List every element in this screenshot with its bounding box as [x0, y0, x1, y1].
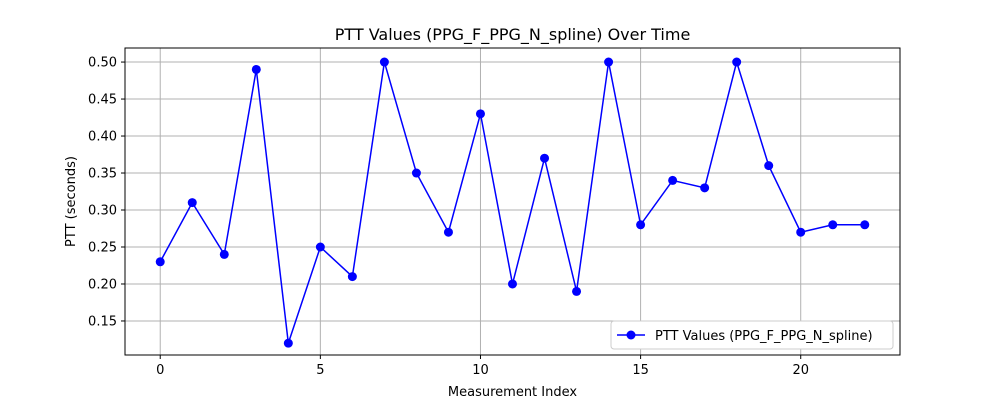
y-tick-label: 0.35 [88, 167, 117, 182]
y-tick-label: 0.45 [88, 93, 117, 108]
x-tick-label: 10 [472, 363, 489, 378]
legend-box [610, 320, 894, 350]
data-point [636, 220, 646, 230]
chart-title: PTT Values (PPG_F_PPG_N_spline) Over Tim… [335, 25, 691, 45]
x-axis-label: Measurement Index [448, 385, 577, 400]
grid-lines [125, 48, 900, 355]
legend: PTT Values (PPG_F_PPG_N_spline) [610, 320, 894, 350]
data-point [604, 57, 614, 67]
legend-label: PTT Values (PPG_F_PPG_N_spline) [655, 329, 873, 344]
y-tick-label: 0.20 [88, 277, 117, 292]
plot-area-frame [124, 47, 901, 356]
data-points [155, 57, 870, 348]
data-point [347, 272, 357, 282]
x-tick-label: 0 [156, 363, 164, 378]
x-axis-ticks: 0 5 10 15 20 [156, 355, 809, 378]
data-point [155, 257, 165, 267]
data-point [187, 198, 197, 208]
x-tick-label: 15 [632, 363, 649, 378]
data-point [315, 242, 325, 252]
data-point [475, 109, 485, 119]
data-point [411, 168, 421, 178]
data-point [443, 227, 453, 237]
data-point [732, 57, 742, 67]
y-tick-label: 0.15 [88, 314, 117, 329]
data-point [572, 286, 582, 296]
y-tick-label: 0.30 [88, 204, 117, 219]
legend-marker-sample [626, 330, 636, 340]
y-axis-ticks: 0.15 0.20 0.25 0.30 0.35 0.40 0.45 0.50 [88, 56, 125, 329]
data-point [764, 161, 774, 171]
y-tick-label: 0.40 [88, 130, 117, 145]
data-point [508, 279, 517, 289]
data-point [283, 338, 293, 348]
data-point [860, 220, 870, 230]
data-point [540, 153, 550, 163]
x-tick-label: 20 [792, 363, 809, 378]
x-tick-label: 5 [316, 363, 324, 378]
data-point [668, 175, 678, 185]
data-point [796, 227, 806, 237]
y-axis-label: PTT (seconds) [64, 156, 79, 247]
data-point [379, 57, 389, 67]
y-tick-label: 0.50 [88, 56, 117, 71]
data-point [251, 64, 261, 74]
y-tick-label: 0.25 [88, 240, 117, 255]
data-point [828, 220, 838, 230]
data-point [219, 249, 229, 259]
data-point [700, 183, 710, 193]
